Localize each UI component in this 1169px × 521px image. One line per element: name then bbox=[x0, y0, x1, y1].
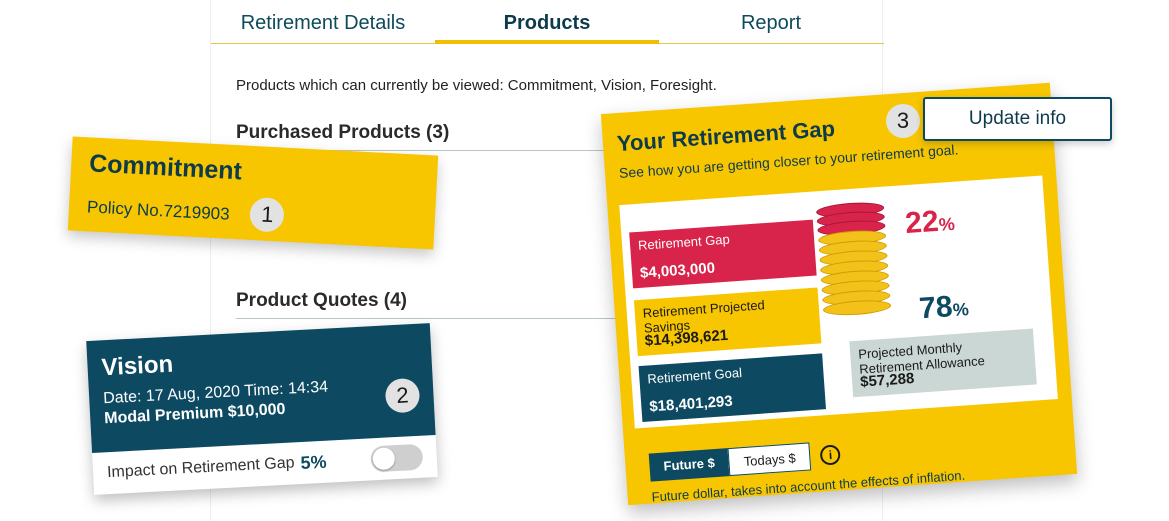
callout-badge-1: 1 bbox=[249, 196, 286, 233]
product-quotes-heading: Product Quotes (4) bbox=[236, 290, 636, 319]
vision-card-header: Vision Date: 17 Aug, 2020 Time: 14:34 Mo… bbox=[86, 323, 436, 453]
update-info-button[interactable]: Update info bbox=[923, 97, 1112, 141]
impact-value: 5% bbox=[299, 451, 327, 473]
tab-report[interactable]: Report bbox=[740, 12, 802, 34]
purchased-products-heading: Purchased Products (3) bbox=[236, 122, 636, 151]
projected-savings-box: Retirement Projected Savings $14,398,621 bbox=[633, 287, 822, 357]
retirement-goal-box: Retirement Goal $18,401,293 bbox=[638, 353, 827, 423]
savings-percentage: 78% bbox=[918, 289, 970, 326]
retirement-gap-box: Retirement Gap $4,003,000 bbox=[629, 219, 817, 289]
monthly-allowance-label: Projected Monthly Retirement Allowance bbox=[857, 339, 986, 377]
toggle-knob bbox=[372, 447, 396, 471]
retirement-goal-value: $18,401,293 bbox=[648, 392, 734, 416]
policy-number-text: Policy No.7219903 bbox=[86, 197, 231, 224]
commitment-name: Commitment bbox=[88, 149, 243, 186]
commitment-policy-number: Policy No.7219903 1 bbox=[86, 188, 417, 239]
impact-label: Impact on Retirement Gap bbox=[106, 454, 295, 482]
savings-percentage-sign: % bbox=[952, 299, 970, 321]
gap-percentage: 22% bbox=[904, 204, 956, 241]
info-icon[interactable]: i bbox=[819, 444, 842, 466]
todays-dollar-button[interactable]: Todays $ bbox=[727, 442, 812, 477]
savings-percentage-value: 78 bbox=[918, 290, 954, 326]
callout-badge-3: 3 bbox=[886, 104, 920, 138]
retirement-gap-card: Your Retirement Gap See how you are gett… bbox=[600, 82, 1078, 506]
impact-toggle[interactable] bbox=[370, 443, 424, 473]
future-dollar-button[interactable]: Future $ bbox=[648, 448, 730, 482]
retirement-gap-value: $4,003,000 bbox=[639, 259, 716, 282]
gap-percentage-value: 22 bbox=[904, 204, 940, 241]
coin-stack-icon bbox=[815, 200, 892, 323]
tab-retirement-details[interactable]: Retirement Details bbox=[240, 12, 406, 34]
tab-bar: Retirement Details Products Report bbox=[211, 0, 884, 44]
currency-mode-switch: Future $ Todays $ i bbox=[648, 440, 842, 482]
monthly-allowance-value: $57,288 bbox=[859, 369, 915, 391]
products-intro-text: Products which can currently be viewed: … bbox=[236, 77, 717, 94]
gap-percentage-sign: % bbox=[938, 213, 956, 235]
tab-products[interactable]: Products bbox=[435, 0, 659, 44]
monthly-allowance-box: Projected Monthly Retirement Allowance $… bbox=[849, 328, 1037, 398]
retirement-goal-label: Retirement Goal bbox=[646, 364, 743, 387]
callout-badge-2: 2 bbox=[384, 377, 421, 414]
retirement-gap-label: Retirement Gap bbox=[637, 231, 731, 253]
retirement-gap-panel: Retirement Gap $4,003,000 Retirement Pro… bbox=[619, 175, 1058, 429]
commitment-product-card[interactable]: Commitment Policy No.7219903 1 bbox=[67, 136, 439, 250]
vision-quote-card[interactable]: Vision Date: 17 Aug, 2020 Time: 14:34 Mo… bbox=[86, 323, 438, 495]
